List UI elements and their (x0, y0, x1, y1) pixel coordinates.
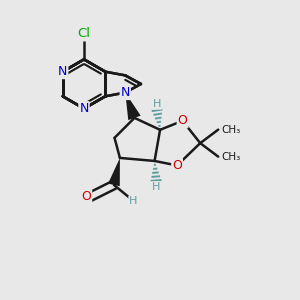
Text: H: H (129, 196, 138, 206)
Text: N: N (79, 102, 89, 115)
Text: O: O (81, 190, 91, 203)
Text: CH₃: CH₃ (222, 124, 241, 135)
Text: O: O (178, 114, 188, 127)
Polygon shape (125, 93, 141, 120)
Text: Cl: Cl (77, 27, 91, 40)
Text: H: H (153, 99, 161, 109)
Text: O: O (172, 159, 182, 172)
Text: N: N (58, 65, 68, 78)
Text: N: N (121, 86, 130, 99)
Polygon shape (108, 158, 120, 186)
Text: CH₃: CH₃ (222, 152, 241, 162)
Text: H: H (152, 182, 160, 192)
